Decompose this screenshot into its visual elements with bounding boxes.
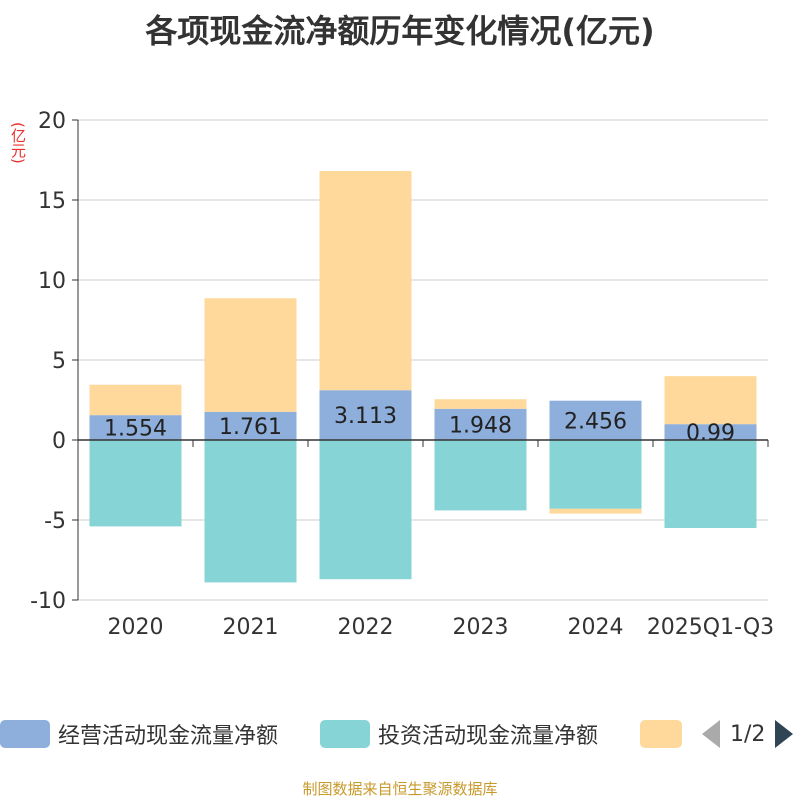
data-label-operating: 0.99 <box>686 421 735 446</box>
data-label-operating: 1.948 <box>449 413 512 438</box>
x-tick-label: 2025Q1-Q3 <box>647 615 774 640</box>
legend-swatch-operating <box>0 720 50 748</box>
bar-financing-2021 <box>204 298 297 412</box>
legend-label-investing: 投资活动现金流量净额 <box>378 724 599 749</box>
x-tick-label: 2021 <box>223 615 279 640</box>
bar-investing-2021 <box>204 440 297 583</box>
legend-swatch-investing <box>320 720 370 748</box>
legend-next-page-icon[interactable] <box>775 720 794 748</box>
x-tick-label: 2024 <box>568 615 624 640</box>
chart-title: 各项现金流净额历年变化情况(亿元) <box>145 12 655 50</box>
bar-operating-2024 <box>549 400 642 440</box>
bar-financing-2023 <box>434 399 527 409</box>
data-source-note: 制图数据来自恒生聚源数据库 <box>302 780 498 798</box>
x-tick-label: 2023 <box>453 615 509 640</box>
y-tick-label: -10 <box>30 589 66 614</box>
legend-label-operating: 经营活动现金流量净额 <box>58 724 279 749</box>
y-axis-unit-label: (亿元) <box>9 122 27 164</box>
data-label-operating: 1.554 <box>104 417 167 442</box>
bar-financing-2025Q1-Q3 <box>664 376 757 425</box>
bar-investing-2025Q1-Q3 <box>664 440 757 528</box>
legend-item-financing[interactable] <box>640 714 682 754</box>
bar-investing-2020 <box>89 440 182 527</box>
legend-prev-page-icon[interactable] <box>702 720 720 748</box>
legend-item-investing[interactable]: 投资活动现金流量净额 <box>320 714 598 754</box>
bar-operating-2020 <box>89 415 182 440</box>
bar-operating-2021 <box>204 411 297 440</box>
bar-financing-2022 <box>319 170 412 391</box>
legend-item-operating[interactable]: 经营活动现金流量净额 <box>0 714 278 754</box>
y-tick-label: 10 <box>38 269 66 294</box>
x-tick-label: 2020 <box>108 615 164 640</box>
y-tick-label: -5 <box>44 509 66 534</box>
bar-operating-2023 <box>434 408 527 440</box>
bar-financing-2024 <box>549 508 642 514</box>
data-label-operating: 1.761 <box>219 415 282 440</box>
legend-page-indicator: 1/2 <box>730 721 766 747</box>
y-tick-label: 20 <box>38 109 66 134</box>
bar-investing-2024 <box>549 440 642 509</box>
legend-swatch-financing <box>640 720 682 748</box>
bar-operating-2022 <box>319 390 412 440</box>
bar-investing-2023 <box>434 440 527 511</box>
y-tick-label: 0 <box>52 429 66 454</box>
bar-financing-2020 <box>89 384 182 416</box>
data-label-operating: 2.456 <box>564 409 627 434</box>
y-tick-label: 15 <box>38 189 66 214</box>
chart-legend: 经营活动现金流量净额 投资活动现金流量净额 1/2 <box>0 714 800 754</box>
x-tick-label: 2022 <box>338 615 394 640</box>
bar-investing-2022 <box>319 440 412 580</box>
bar-operating-2025Q1-Q3 <box>664 424 757 440</box>
data-label-operating: 3.113 <box>334 404 397 429</box>
y-tick-label: 5 <box>52 349 66 374</box>
chart-plot: -10 -5 0 5 10 15 20 1.554 2020 1.761 2021 3.113 2022… <box>30 109 774 640</box>
legend-pager: 1/2 <box>702 714 794 754</box>
